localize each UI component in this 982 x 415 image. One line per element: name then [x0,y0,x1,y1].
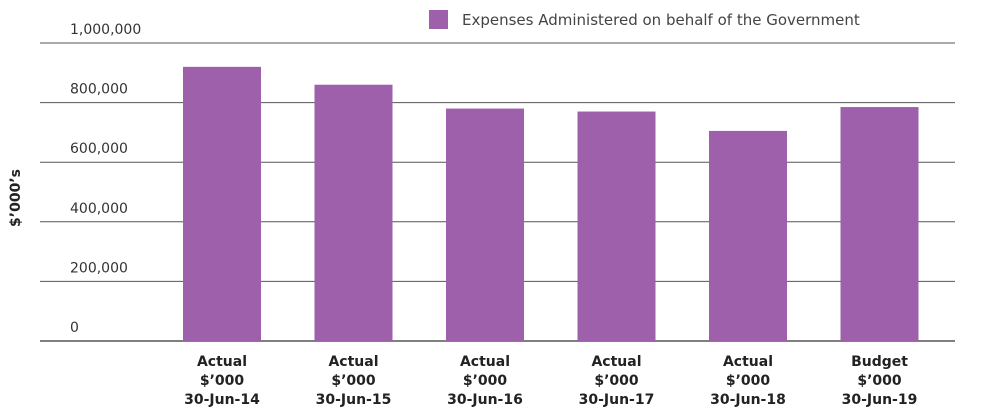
x-axis-categories: Actual $’000 30-Jun-14 Actual $’000 30-Jun-15… [184,354,917,408]
x-category-label-line: $’000 [594,373,639,389]
bar [709,130,787,341]
x-category-label-line: 30-Jun-17 [579,392,655,408]
x-category-label-line: $’000 [463,373,508,389]
x-category-label-line: Actual [328,354,378,370]
x-category-label-line: $’000 [726,373,771,389]
x-category-label-line: Actual [197,354,247,370]
x-category-label-line: Budget [851,354,908,370]
legend-label: Expenses Administered on behalf of the G… [462,11,860,29]
y-axis-label: $’000’s [8,169,24,227]
y-tick-label: 600,000 [70,141,128,157]
y-tick-label: 0 [70,320,79,336]
x-category-label: Actual $’000 30-Jun-17 [579,354,655,408]
x-category-label-line: 30-Jun-15 [316,392,392,408]
x-category-label: Actual $’000 30-Jun-16 [447,354,523,408]
x-category-label-line: 30-Jun-14 [184,392,260,408]
legend-swatch [429,10,448,29]
x-category-label: Actual $’000 30-Jun-15 [316,354,392,408]
bar [577,111,656,341]
x-category-label: Budget $’000 30-Jun-19 [842,354,918,408]
y-tick-label: 400,000 [70,201,128,217]
x-category-label-line: $’000 [331,373,376,389]
legend: Expenses Administered on behalf of the G… [429,10,860,29]
x-category-label-line: 30-Jun-19 [842,392,918,408]
x-category-label-line: $’000 [857,373,902,389]
y-axis-ticks: 0 200,000 400,000 600,000 800,000 1,000,000 [70,22,141,336]
bar [183,66,261,341]
x-category-label: Actual $’000 30-Jun-14 [184,354,260,408]
x-category-label-line: 30-Jun-18 [710,392,786,408]
x-category-label-line: Actual [723,354,773,370]
y-tick-label: 200,000 [70,260,128,276]
y-tick-label: 1,000,000 [70,22,141,38]
x-category-label: Actual $’000 30-Jun-18 [710,354,786,408]
bar [314,84,393,341]
y-tick-label: 800,000 [70,82,128,98]
bar [446,108,524,341]
x-category-label-line: Actual [591,354,641,370]
x-category-label-line: 30-Jun-16 [447,392,523,408]
x-category-label-line: $’000 [200,373,245,389]
bar [840,107,919,341]
x-category-label-line: Actual [460,354,510,370]
bars [183,66,919,341]
